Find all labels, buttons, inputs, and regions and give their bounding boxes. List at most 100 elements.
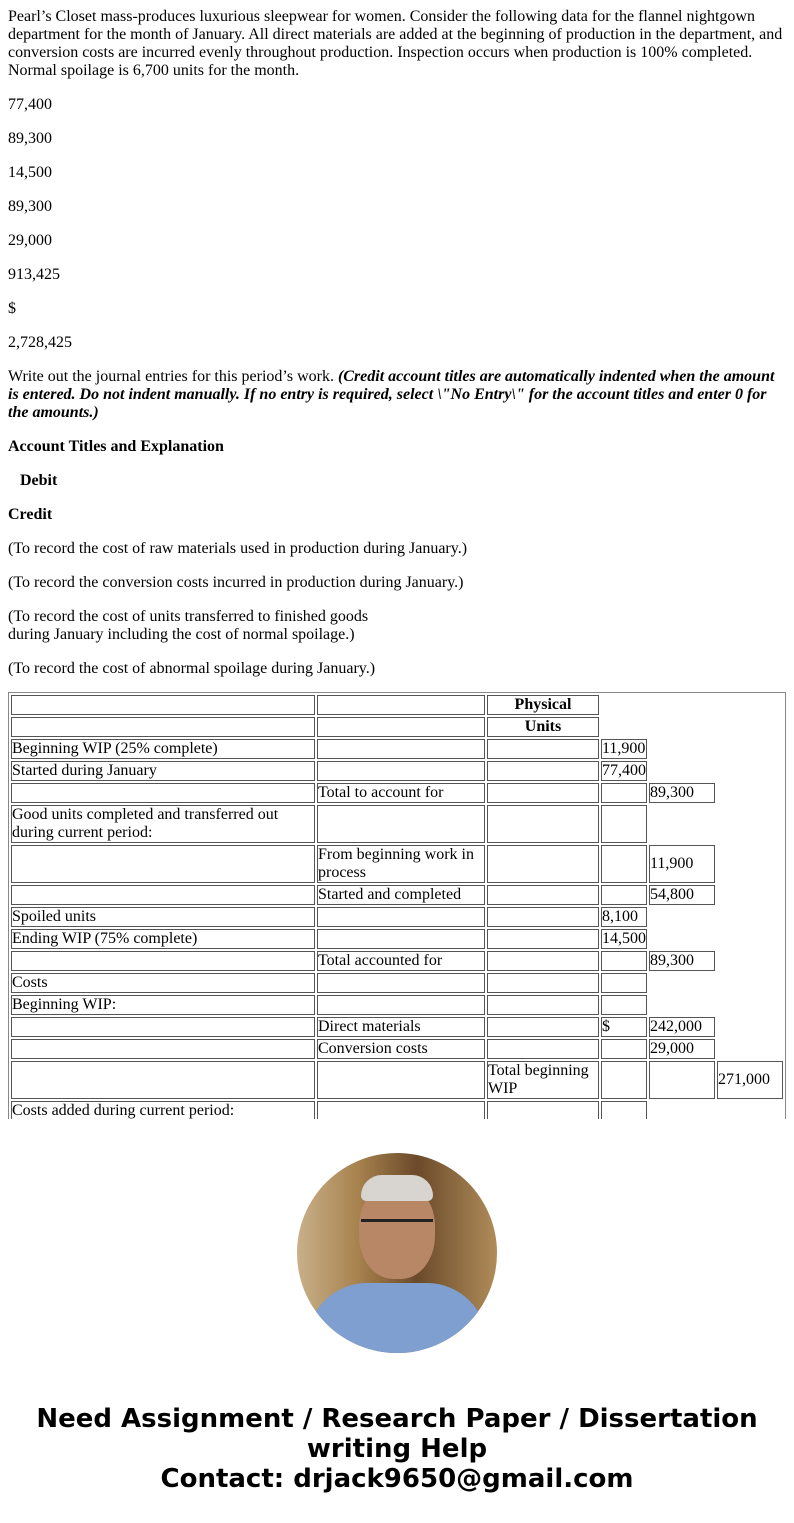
table-cell [487,885,599,905]
table-cell [717,907,783,927]
table-cell [317,907,485,927]
table-cell: 29,000 [649,1039,715,1059]
table-cell: Costs [11,973,315,993]
promo-line-1: Need Assignment / Research Paper / Disse… [36,1404,758,1434]
table-cell: Started during January [11,761,315,781]
table-row: Costs added during current period: [11,1101,783,1119]
table-cell [487,1017,599,1037]
table-cell [601,845,647,883]
table-cell [601,783,647,803]
promo-contact: Contact: drjack9650@gmail.com [160,1464,634,1494]
table-cell: 242,000 [649,1017,715,1037]
table-cell [649,907,715,927]
table-cell [487,951,599,971]
table-cell [717,951,783,971]
table-cell: Ending WIP (75% complete) [11,929,315,949]
table-cell [317,1061,485,1099]
header-account: Account Titles and Explanation [8,438,786,456]
value-3: 89,300 [8,198,52,215]
document-body: Pearl’s Closet mass-produces luxurious s… [8,8,786,1119]
table-row: From beginning work in process 11,900 [11,845,783,883]
table-cell [601,1101,647,1119]
author-photo [297,1153,497,1353]
table-header-row: Physical [11,695,783,715]
table-cell [601,885,647,905]
table-cell: Total accounted for [317,951,485,971]
table-cell [649,761,715,781]
value-4: 29,000 [8,232,52,249]
instruction-text: Write out the journal entries for this p… [8,368,338,385]
table-cell: Direct materials [317,1017,485,1037]
table-cell [717,973,783,993]
table-cell [717,783,783,803]
table-cell [487,739,599,759]
table-cell [487,1101,599,1119]
header-account-text: Account Titles and Explanation [8,438,224,455]
table-cell [487,761,599,781]
table-cell [11,1017,315,1037]
table-row: Beginning WIP (25% complete) 11,900 [11,739,783,759]
table-cell [717,761,783,781]
table-cell [487,783,599,803]
table-cell: Costs added during current period: [11,1101,315,1119]
header-debit-text: Debit [20,472,58,489]
table-cell: Spoiled units [11,907,315,927]
table-cell: From beginning work in process [317,845,485,883]
table-cell: Beginning WIP (25% complete) [11,739,315,759]
table-cell [649,1101,715,1119]
entry-note-3a: (To record the cost of units transferred… [8,608,369,625]
problem-intro: Pearl’s Closet mass-produces luxurious s… [8,8,783,79]
table-cell [11,885,315,905]
table-cell: 89,300 [649,783,715,803]
table-cell: 89,300 [649,951,715,971]
table-cell [487,929,599,949]
table-cell [601,951,647,971]
table-cell [601,1039,647,1059]
entry-note-3b: during January including the cost of nor… [8,626,355,643]
instruction-note: (Credit account titles are automatically… [8,368,775,421]
table-cell [487,907,599,927]
promo-footer: Need Assignment / Research Paper / Disse… [0,1404,794,1494]
table-cell: 11,900 [601,739,647,759]
table-cell [717,995,783,1015]
table-row: Beginning WIP: [11,995,783,1015]
entry-note-2: (To record the conversion costs incurred… [8,574,464,591]
table-cell [717,1039,783,1059]
table-row: Started and completed 54,800 [11,885,783,905]
table-cell [601,805,647,843]
table-cell [717,1017,783,1037]
table-cell [649,1061,715,1099]
table-header-row: Units [11,717,783,737]
table-cell [601,973,647,993]
table-cell [11,1039,315,1059]
table-row: Total to account for 89,300 [11,783,783,803]
table-cell [717,739,783,759]
table-cell [317,805,485,843]
table-row: Total beginning WIP 271,000 [11,1061,783,1099]
table-row: Ending WIP (75% complete) 14,500 [11,929,783,949]
table-cell: Beginning WIP: [11,995,315,1015]
instruction: Write out the journal entries for this p… [8,368,786,422]
table-row: Conversion costs 29,000 [11,1039,783,1059]
table-cell [649,805,715,843]
table-cell [601,1061,647,1099]
table-cell [11,845,315,883]
value-2: 14,500 [8,164,52,181]
table-cell: Total beginning WIP [487,1061,599,1099]
table-cell [717,845,783,883]
table-cell [487,805,599,843]
table-cell [649,929,715,949]
table-cell [317,1101,485,1119]
table-cell [317,761,485,781]
value-6: $ [8,300,16,317]
table-cell [317,739,485,759]
table-cell: 77,400 [601,761,647,781]
value-0: 77,400 [8,96,52,113]
table-cell: 11,900 [649,845,715,883]
production-cost-table: Physical Units Beginning WIP (25% comple… [8,692,786,1119]
table-cell [317,995,485,1015]
table-cell: Conversion costs [317,1039,485,1059]
table-cell: $ [601,1017,647,1037]
header-units: Units [487,717,599,737]
table-cell [717,885,783,905]
